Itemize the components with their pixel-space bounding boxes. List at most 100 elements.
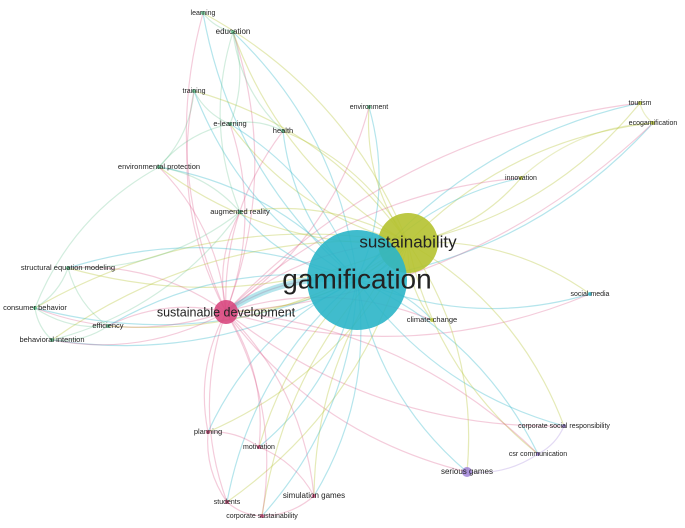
node <box>106 324 110 328</box>
node-label: gamification <box>282 263 431 294</box>
edge <box>158 166 241 213</box>
edge <box>51 325 109 342</box>
edge <box>158 166 227 313</box>
node-label: ecogamification <box>629 120 678 127</box>
node <box>651 121 655 125</box>
node-label: sustainability <box>359 232 457 251</box>
node-label: efficiency <box>92 321 123 330</box>
node <box>257 445 261 449</box>
edge <box>202 12 234 33</box>
edge <box>186 90 227 313</box>
edge <box>34 166 160 309</box>
node <box>281 129 285 133</box>
edge <box>225 31 256 313</box>
edge <box>225 106 370 313</box>
node-label: simulation games <box>283 491 345 500</box>
edge <box>208 311 228 503</box>
node-label: planning <box>194 427 222 436</box>
node <box>192 89 196 93</box>
edge <box>229 121 284 132</box>
edge <box>407 102 641 244</box>
edge <box>520 122 654 179</box>
node <box>238 210 242 214</box>
edge <box>67 211 241 269</box>
edge <box>225 311 315 497</box>
edge <box>67 267 109 327</box>
edge <box>193 90 409 244</box>
node <box>157 165 161 169</box>
node <box>562 424 566 428</box>
edge <box>232 31 409 244</box>
node <box>260 514 264 518</box>
edge <box>107 306 227 327</box>
node-label: climate change <box>407 315 457 324</box>
edge <box>34 307 227 328</box>
node <box>214 300 238 324</box>
edge <box>226 501 263 517</box>
edge <box>466 453 539 474</box>
node-label: learning <box>191 10 216 17</box>
node <box>201 11 205 15</box>
node-label: consumer behavior <box>3 303 67 312</box>
edge <box>207 431 228 503</box>
node-label: motivation <box>243 444 275 451</box>
edge <box>225 311 268 517</box>
edge <box>407 242 470 473</box>
node-label: environmental protection <box>118 162 200 171</box>
node <box>33 306 37 310</box>
node-label: students <box>214 499 241 506</box>
edge <box>225 311 565 427</box>
node <box>430 318 434 322</box>
edge <box>207 431 260 448</box>
edge <box>34 307 109 328</box>
node-label: education <box>216 27 251 36</box>
edge <box>185 12 227 313</box>
node-label: environment <box>350 104 389 111</box>
edge <box>51 311 227 346</box>
node <box>206 430 210 434</box>
edge <box>407 122 654 244</box>
edge <box>407 242 539 455</box>
edge <box>203 311 227 433</box>
edge <box>225 122 654 313</box>
node <box>228 122 232 126</box>
edge <box>639 102 654 124</box>
edge <box>225 293 591 337</box>
edge <box>229 31 241 125</box>
edge <box>232 31 284 132</box>
node-label: corporate social responsibility <box>518 423 610 430</box>
edge <box>261 495 315 517</box>
node <box>312 494 316 498</box>
edge <box>219 31 241 213</box>
node <box>307 230 407 330</box>
edge <box>34 307 53 341</box>
edge <box>225 177 522 313</box>
node-label: corporate sustainability <box>226 513 298 520</box>
edge <box>407 242 565 427</box>
node-label: csr communication <box>509 451 567 458</box>
edge <box>193 90 231 125</box>
edge <box>202 12 409 244</box>
node-label: training <box>183 88 206 95</box>
edge <box>34 267 69 309</box>
node-label: augmented reality <box>210 207 270 216</box>
node <box>367 105 371 109</box>
node-label: social media <box>571 291 610 298</box>
node <box>462 467 472 477</box>
edge <box>225 130 284 313</box>
edge <box>225 311 468 473</box>
node <box>231 30 235 34</box>
node-label: health <box>273 126 293 135</box>
edge <box>225 102 641 313</box>
node <box>519 176 523 180</box>
edge <box>158 123 231 168</box>
edge <box>225 311 261 448</box>
edge <box>225 123 246 313</box>
node-label: innovation <box>505 175 537 182</box>
node <box>50 338 54 342</box>
node-label: structural equation modeling <box>21 263 115 272</box>
node <box>66 266 70 270</box>
node-label: tourism <box>629 100 652 107</box>
edge <box>258 446 315 497</box>
